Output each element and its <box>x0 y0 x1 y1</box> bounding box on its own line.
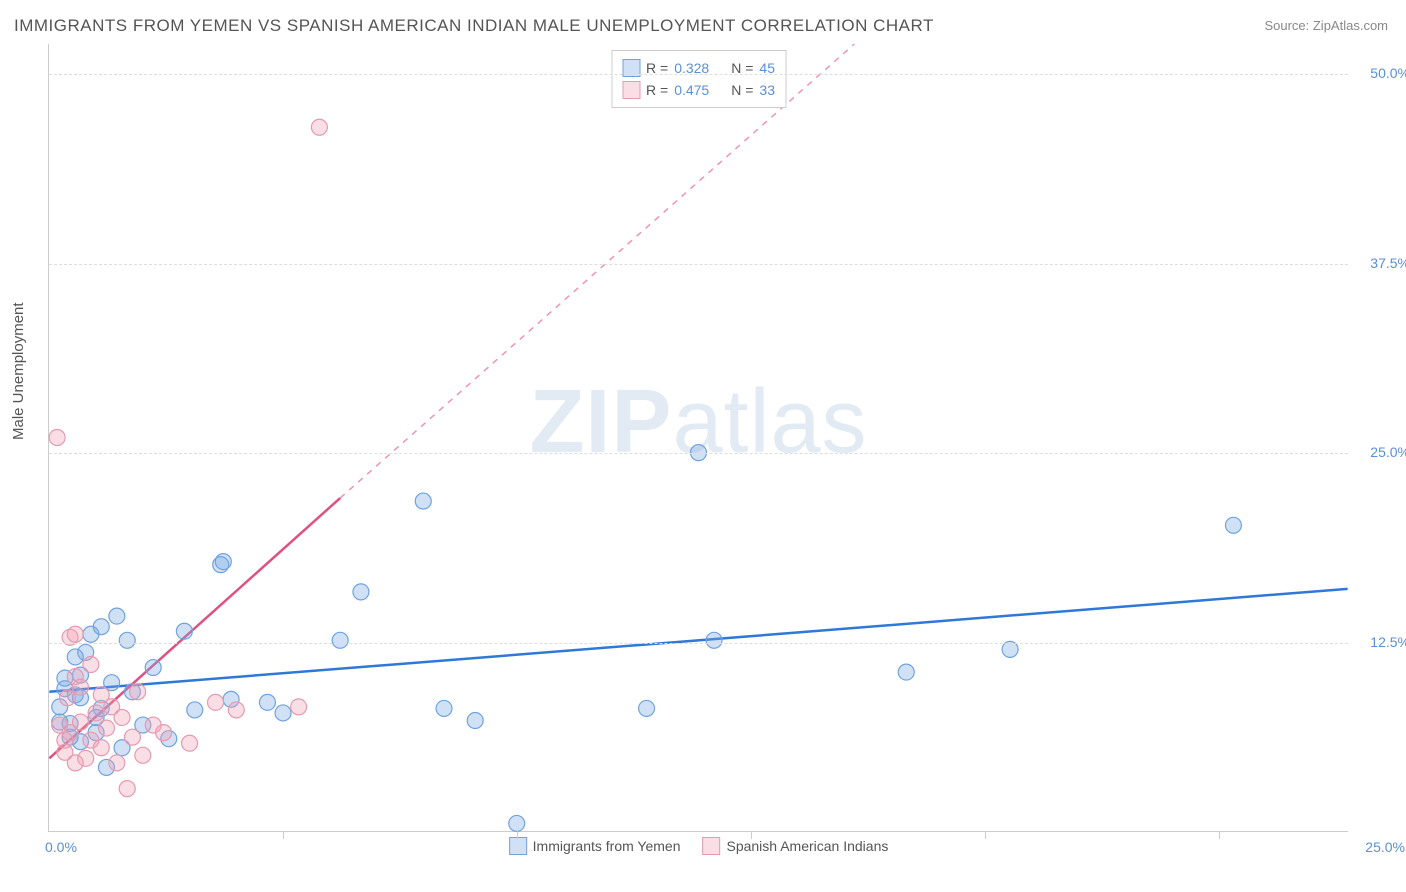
y-axis-label: Male Unemployment <box>10 302 27 440</box>
swatch-spanish <box>622 81 640 99</box>
gridline-h <box>49 74 1348 75</box>
gridline-h <box>49 264 1348 265</box>
n-value-spanish: 33 <box>759 79 775 101</box>
swatch-spanish <box>702 837 720 855</box>
legend-label-spanish: Spanish American Indians <box>726 838 888 854</box>
n-value-yemen: 45 <box>759 57 775 79</box>
xtick-label: 25.0% <box>1365 839 1405 855</box>
r-label: R = <box>646 79 668 101</box>
xtick-mark <box>751 831 752 839</box>
r-value-spanish: 0.475 <box>674 79 709 101</box>
swatch-yemen <box>509 837 527 855</box>
r-label: R = <box>646 57 668 79</box>
legend-row-yemen: R = 0.328 N = 45 <box>622 57 775 79</box>
gridline-h <box>49 453 1348 454</box>
legend-item-yemen: Immigrants from Yemen <box>509 837 681 855</box>
xtick-label: 0.0% <box>45 839 77 855</box>
r-value-yemen: 0.328 <box>674 57 709 79</box>
source-label: Source: ZipAtlas.com <box>1264 18 1388 33</box>
legend-series: Immigrants from Yemen Spanish American I… <box>509 837 889 855</box>
legend-item-spanish: Spanish American Indians <box>702 837 888 855</box>
ytick-label: 12.5% <box>1354 634 1406 650</box>
legend-row-spanish: R = 0.475 N = 33 <box>622 79 775 101</box>
xtick-mark <box>517 831 518 839</box>
chart-title: IMMIGRANTS FROM YEMEN VS SPANISH AMERICA… <box>14 16 934 36</box>
ytick-label: 37.5% <box>1354 255 1406 271</box>
legend-label-yemen: Immigrants from Yemen <box>533 838 681 854</box>
chart-svg <box>49 44 1348 831</box>
xtick-mark <box>985 831 986 839</box>
gridline-h <box>49 643 1348 644</box>
legend-correlation: R = 0.328 N = 45 R = 0.475 N = 33 <box>611 50 786 108</box>
xtick-mark <box>283 831 284 839</box>
n-label: N = <box>731 79 753 101</box>
plot-area: ZIPatlas R = 0.328 N = 45 R = 0.475 N = … <box>48 44 1348 832</box>
n-label: N = <box>731 57 753 79</box>
ytick-label: 25.0% <box>1354 444 1406 460</box>
ytick-label: 50.0% <box>1354 65 1406 81</box>
xtick-mark <box>1219 831 1220 839</box>
